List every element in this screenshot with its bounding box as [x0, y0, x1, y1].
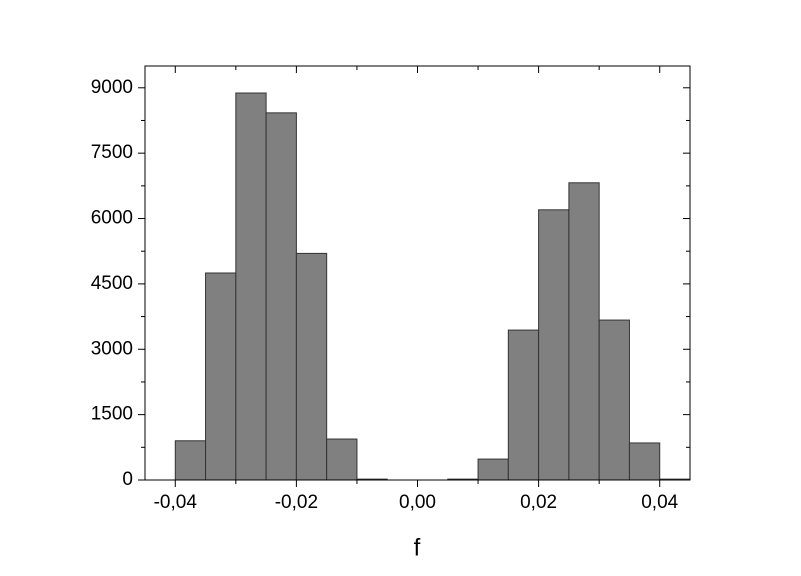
x-tick-label: -0,04 [154, 492, 198, 513]
bar [174, 440, 207, 481]
bar [507, 329, 540, 481]
x-tick-label: 0,00 [399, 492, 436, 513]
bar [628, 442, 661, 481]
y-tick-label: 6000 [91, 208, 133, 229]
x-tick-label: 0,04 [641, 492, 678, 513]
y-tick-label: 0 [122, 469, 133, 490]
bar [568, 182, 600, 481]
bar [265, 112, 297, 481]
y-tick-label: 7500 [91, 142, 133, 163]
bar [235, 92, 267, 481]
bar [598, 319, 630, 481]
bar [205, 272, 237, 481]
y-tick-label: 3000 [91, 338, 133, 359]
y-tick-label: 9000 [91, 77, 133, 98]
x-axis-label: f [414, 534, 421, 561]
y-tick-label: 4500 [91, 273, 133, 294]
x-tick-label: 0,02 [520, 492, 557, 513]
bar [295, 252, 328, 481]
bar [538, 209, 570, 481]
bar [477, 458, 509, 481]
x-tick-label: -0,02 [275, 492, 318, 513]
y-tick-label: 1500 [91, 404, 133, 425]
bar [326, 438, 358, 481]
